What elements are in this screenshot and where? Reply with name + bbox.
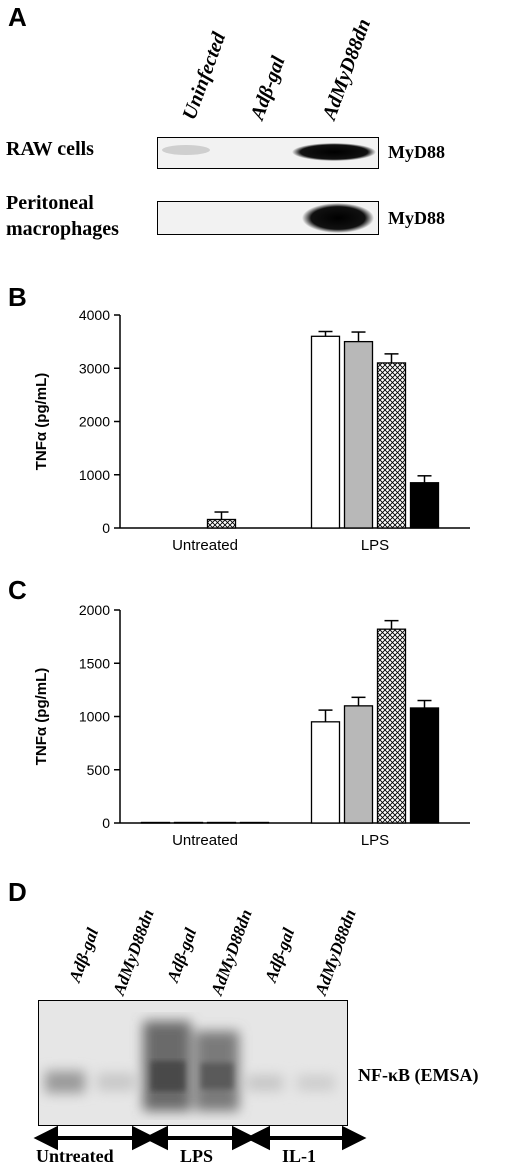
lane-label-adbgal: Adβ-gal — [246, 53, 290, 123]
chart-c-ylabel: TNFα (pg/mL) — [33, 668, 50, 766]
chart-c-category-label-1: LPS — [361, 832, 389, 849]
blot-peritoneal-image — [302, 203, 374, 233]
arrowhead-untreated-left — [33, 1126, 58, 1151]
emsa-gel-image — [39, 1001, 347, 1125]
chart-b-bar-lps-2 — [376, 362, 407, 529]
chart-c-ytick-label-2: 1000 — [79, 709, 110, 725]
lane-d-5: Adβ-gal — [261, 925, 299, 985]
chart-b-ytick-label-2: 2000 — [79, 414, 110, 430]
chart-c-bar-untreated-2 — [206, 821, 237, 824]
arrowhead-lps-right — [232, 1126, 257, 1151]
lane-label-uninfected: Uninfected — [178, 29, 231, 123]
arrowhead-il1-right — [342, 1126, 367, 1151]
emsa-gel — [38, 1000, 348, 1126]
chart-c-ytick-label-0: 0 — [102, 815, 110, 831]
group-label-untreated: Untreated — [36, 1146, 114, 1166]
chart-b-bar-untreated-2 — [206, 518, 237, 529]
band-label-myd88-raw: MyD88 — [388, 142, 445, 162]
chart-c-bar-lps-2 — [376, 628, 407, 824]
blot-raw-cells-image — [162, 143, 376, 161]
blot-raw-cells — [157, 137, 379, 169]
blot-peritoneal — [157, 201, 379, 235]
chart-b-ytick-label-0: 0 — [102, 520, 110, 536]
chart-c: 0 500 1000 1500 2000 TNFα (pg/mL) Untreated LPS — [33, 602, 470, 849]
chart-b-bar-lps-0 — [310, 335, 341, 529]
chart-b: 0 1000 2000 3000 4000 TNFα (pg/mL) Untreated LP… — [33, 307, 470, 554]
panel-d-letter: D — [8, 877, 27, 907]
band-label-myd88-peritoneal: MyD88 — [388, 208, 445, 228]
chart-b-ylabel: TNFα (pg/mL) — [33, 373, 50, 471]
panel-c-letter: C — [8, 575, 27, 605]
row-label-peritoneal: Peritoneal — [6, 192, 94, 214]
chart-c-bar-untreated-3 — [239, 821, 270, 824]
chart-b-bar-lps-1 — [343, 340, 374, 529]
group-label-lps: LPS — [180, 1146, 214, 1166]
chart-b-ytick-label-4: 4000 — [79, 307, 110, 323]
lane-d-4: AdMyD88dn — [207, 906, 256, 998]
lane-d-6: AdMyD88dn — [311, 906, 360, 998]
chart-b-ytick-label-1: 1000 — [79, 467, 110, 483]
lane-d-3: Adβ-gal — [163, 925, 201, 985]
row-label-raw-cells: RAW cells — [6, 138, 94, 160]
panel-b-letter: B — [8, 282, 27, 312]
chart-c-category-label-0: Untreated — [172, 832, 238, 849]
arrowhead-untreated-right — [132, 1126, 157, 1151]
chart-b-bar-lps-3 — [409, 482, 440, 529]
group-label-il1: IL-1 — [282, 1146, 317, 1166]
chart-c-ytick-label-4: 2000 — [79, 602, 110, 618]
arrowhead-lps-left — [143, 1126, 168, 1151]
row-label-macrophages: macrophages — [6, 218, 119, 240]
chart-b-category-label-0: Untreated — [172, 537, 238, 554]
chart-b-ytick-label-3: 3000 — [79, 360, 110, 376]
chart-c-bar-untreated-1 — [173, 821, 204, 824]
chart-c-ytick-label-3: 1500 — [79, 655, 110, 671]
chart-c-bar-untreated-0 — [140, 821, 171, 824]
lane-label-admyd88dn: AdMyD88dn — [318, 15, 376, 123]
chart-b-category-label-1: LPS — [361, 537, 389, 554]
lane-d-2: AdMyD88dn — [109, 906, 158, 998]
group-arrows — [33, 1126, 367, 1151]
emsa-band-label: NF-κB (EMSA) — [358, 1065, 479, 1085]
chart-c-ytick-label-1: 500 — [87, 762, 111, 778]
arrowhead-il1-left — [245, 1126, 270, 1151]
chart-c-bar-lps-0 — [310, 721, 341, 824]
chart-c-bar-lps-3 — [409, 707, 440, 824]
lane-d-1: Adβ-gal — [65, 925, 103, 985]
panel-a-letter: A — [8, 2, 27, 32]
chart-c-bar-lps-1 — [343, 705, 374, 824]
